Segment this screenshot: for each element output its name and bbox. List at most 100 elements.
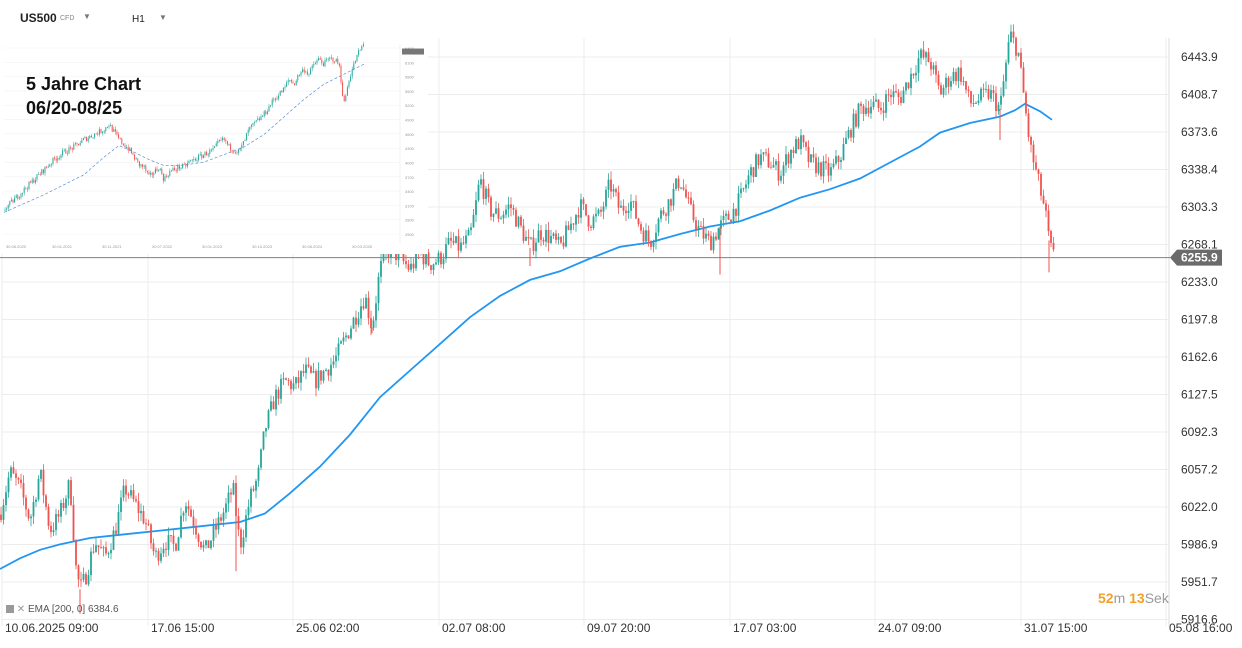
y-tick-label: 6197.8 bbox=[1181, 313, 1218, 327]
inset-y-tick: 6400 bbox=[405, 46, 415, 51]
indicator-settings-icon[interactable] bbox=[6, 605, 14, 613]
inset-candle bbox=[6, 206, 8, 212]
inset-candle bbox=[201, 151, 203, 161]
candle bbox=[370, 310, 372, 336]
inset-candle bbox=[359, 49, 361, 51]
candle bbox=[990, 84, 992, 102]
candle bbox=[355, 310, 357, 333]
candle bbox=[480, 174, 482, 189]
candle bbox=[185, 502, 187, 522]
inset-candle bbox=[305, 70, 307, 74]
inset-candle bbox=[137, 158, 139, 163]
time-axis[interactable]: 10.06.2025 09:00 17.06 15:00 25.06 02:00 02… bbox=[5, 621, 1233, 635]
candle bbox=[170, 534, 172, 543]
candle bbox=[332, 355, 335, 369]
inset-candle bbox=[335, 58, 337, 62]
symbol-dropdown-icon[interactable]: ▼ bbox=[83, 12, 91, 21]
candle bbox=[817, 156, 820, 176]
candle bbox=[490, 195, 492, 221]
inset-candle bbox=[218, 139, 220, 143]
inset-candle bbox=[281, 90, 283, 93]
inset-candle bbox=[167, 175, 169, 179]
inset-candle bbox=[319, 56, 321, 60]
candle bbox=[232, 479, 235, 496]
candle bbox=[330, 357, 332, 382]
candle bbox=[135, 495, 137, 503]
candle bbox=[502, 210, 505, 224]
candle bbox=[685, 184, 687, 199]
candle bbox=[95, 537, 97, 553]
inset-candle bbox=[255, 120, 257, 123]
candle bbox=[100, 539, 102, 549]
candle bbox=[917, 50, 920, 82]
candle bbox=[760, 149, 762, 169]
inset-candle bbox=[290, 78, 292, 84]
candle bbox=[220, 513, 222, 525]
candle bbox=[545, 224, 547, 247]
candle bbox=[0, 506, 2, 523]
inset-candle bbox=[308, 73, 310, 77]
candle bbox=[575, 213, 577, 232]
inset-candle bbox=[135, 157, 137, 160]
candle bbox=[632, 200, 635, 208]
candle bbox=[900, 90, 902, 106]
candle bbox=[475, 191, 477, 223]
inset-y-tick: 5200 bbox=[405, 103, 415, 108]
inset-candle bbox=[202, 154, 204, 159]
indicator-remove-icon[interactable]: ✕ bbox=[16, 604, 26, 615]
timeframe-dropdown-icon[interactable]: ▼ bbox=[159, 13, 167, 22]
candle bbox=[602, 201, 605, 220]
candle bbox=[605, 186, 607, 210]
timeframe-selector[interactable]: H1 bbox=[132, 14, 145, 25]
price-axis[interactable]: 6443.9 6408.7 6373.6 6338.4 6303.3 6268.1 6233… bbox=[1181, 50, 1218, 627]
candle bbox=[290, 379, 292, 395]
candle bbox=[600, 206, 602, 217]
symbol-label[interactable]: US500 bbox=[20, 11, 57, 25]
inset-candle bbox=[222, 136, 224, 143]
inset-candle bbox=[114, 126, 116, 135]
candle bbox=[832, 158, 835, 169]
inset-candle bbox=[273, 97, 275, 103]
inset-candle bbox=[193, 156, 195, 162]
candle bbox=[90, 547, 92, 581]
candle bbox=[670, 198, 672, 212]
candle bbox=[532, 229, 535, 256]
candle bbox=[915, 65, 917, 83]
inset-candle bbox=[10, 197, 12, 202]
inset-candle bbox=[268, 103, 270, 112]
inset-candle bbox=[263, 110, 265, 118]
candle bbox=[15, 469, 17, 486]
candle bbox=[942, 84, 945, 98]
candle bbox=[265, 427, 267, 438]
candle bbox=[25, 494, 27, 517]
inset-candle bbox=[274, 97, 276, 103]
candle bbox=[112, 526, 115, 551]
indicator-legend[interactable]: ✕ EMA [200, 0] 6384.6 bbox=[6, 604, 119, 615]
candle bbox=[907, 82, 910, 90]
candle bbox=[155, 547, 157, 558]
candle bbox=[847, 126, 850, 140]
candle bbox=[747, 169, 750, 189]
candle bbox=[697, 220, 700, 237]
candle bbox=[67, 479, 70, 506]
inset-candle bbox=[345, 94, 347, 102]
y-tick-label: 6162.6 bbox=[1181, 350, 1218, 364]
inset-candle bbox=[126, 144, 128, 149]
inset-candle bbox=[4, 207, 6, 212]
candle bbox=[80, 571, 82, 588]
inset-x-tick: 30.03.2025 bbox=[352, 244, 373, 249]
candle bbox=[922, 41, 925, 60]
candle bbox=[912, 73, 915, 79]
inset-candle bbox=[239, 147, 241, 152]
candle bbox=[825, 154, 827, 170]
candle bbox=[957, 66, 960, 89]
candle bbox=[340, 339, 342, 345]
candle bbox=[587, 214, 590, 232]
inset-candle bbox=[106, 126, 108, 129]
inset-candle bbox=[105, 127, 107, 134]
inset-candle bbox=[22, 192, 24, 197]
candle bbox=[615, 187, 617, 197]
inset-candle bbox=[148, 169, 150, 175]
inset-candle bbox=[246, 132, 248, 142]
